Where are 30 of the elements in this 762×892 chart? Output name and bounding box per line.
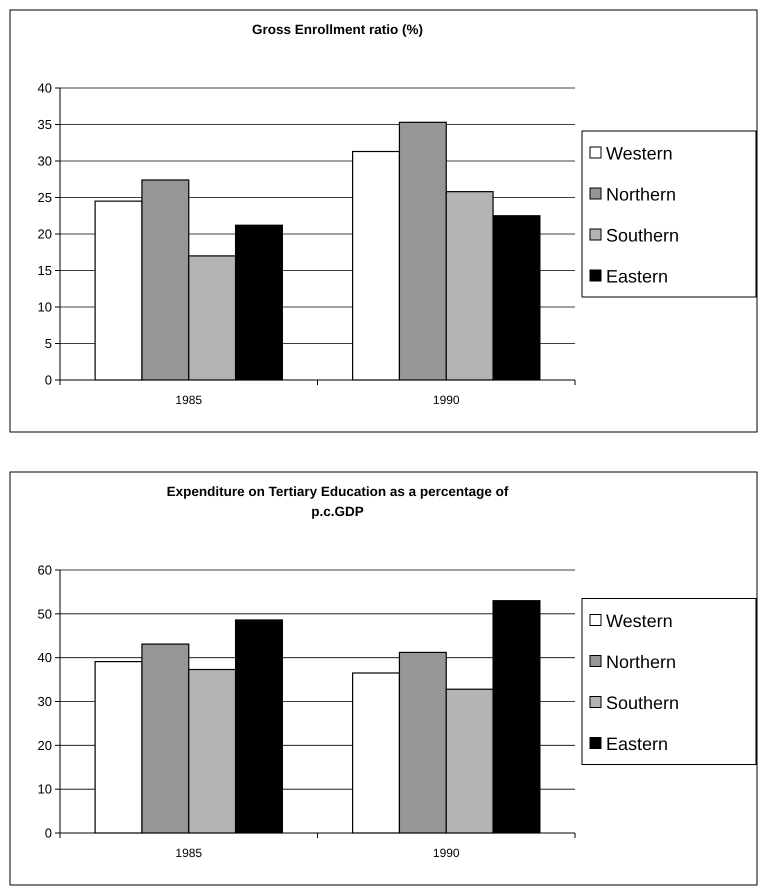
y-tick-label: 25	[38, 190, 52, 206]
y-tick-label: 0	[44, 826, 52, 841]
legend-label: Western	[606, 610, 673, 631]
y-tick-label: 40	[38, 650, 52, 666]
y-tick-label: 20	[38, 226, 52, 242]
chart-title: Expenditure on Tertiary Education as a percentage of p.c.GDP	[166, 484, 509, 519]
y-tick-label: 40	[38, 80, 52, 96]
y-tick-label: 60	[38, 562, 52, 578]
legend-label: Northern	[606, 184, 676, 204]
y-tick-label: 0	[44, 372, 52, 388]
x-tick-label: 1990	[432, 393, 460, 407]
legend-label: Southern	[606, 692, 680, 713]
y-tick-label: 15	[38, 263, 52, 278]
y-tick-label: 50	[38, 606, 52, 622]
legend-label: Southern	[606, 225, 680, 246]
legend-label: Western	[606, 143, 673, 164]
chart-title: Gross Enrollment ratio (%)	[252, 22, 424, 37]
y-tick-label: 20	[38, 738, 52, 753]
y-tick-label: 35	[38, 117, 52, 132]
legend-label: Eastern	[606, 734, 668, 754]
legend-label: Northern	[606, 652, 676, 672]
y-tick-label: 10	[38, 782, 52, 797]
y-tick-label: 30	[38, 154, 52, 169]
x-tick-label: 1985	[175, 846, 202, 860]
x-tick-label: 1985	[175, 393, 202, 407]
legend-label: Eastern	[606, 266, 668, 286]
y-tick-label: 10	[38, 300, 52, 315]
y-tick-label: 30	[38, 694, 52, 710]
x-tick-label: 1990	[432, 846, 460, 860]
y-tick-label: 5	[44, 336, 52, 352]
